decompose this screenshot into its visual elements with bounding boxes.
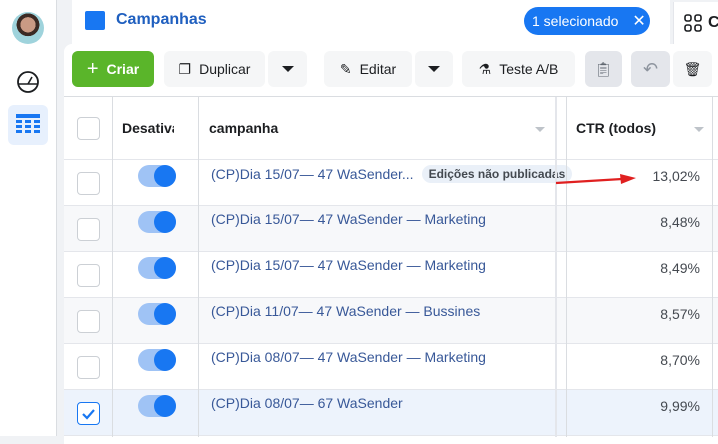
row-checkbox[interactable]	[77, 172, 100, 195]
check-icon	[82, 409, 95, 420]
table-row[interactable]: (CP)Dia 08/07— 47 WaSender — Marketing 8…	[64, 344, 718, 390]
table-row[interactable]: (CP)Dia 15/07— 47 WaSender — Marketing 8…	[64, 206, 718, 252]
table-row[interactable]: (CP)Dia 11/07— 47 WaSender — Bussines 8,…	[64, 298, 718, 344]
campaign-toggle[interactable]	[138, 395, 176, 417]
annotation-arrow	[555, 174, 636, 185]
table-row[interactable]: (CP)Dia 15/07— 47 WaSender — Marketing 8…	[64, 252, 718, 298]
campaigns-table: Desativa campanha CTR (todos) (CP)Dia 15…	[64, 96, 718, 437]
page-title: Campanhas	[116, 11, 207, 28]
campaign-cell: (CP)Dia 08/07— 67 WaSender	[211, 395, 403, 411]
table-row[interactable]: (CP)Dia 15/07— 47 WaSender... Edições não…	[64, 160, 718, 206]
column-header-toggle[interactable]: Desativa	[122, 120, 174, 136]
campaign-name-link[interactable]: (CP)Dia 15/07— 47 WaSender — Marketing	[211, 211, 486, 227]
grid-icon	[684, 14, 702, 32]
campaign-name-link[interactable]: (CP)Dia 15/07— 47 WaSender — Marketing	[211, 257, 486, 273]
selection-pill[interactable]: 1 selecionado ✕	[524, 7, 650, 35]
undo-icon: ↶	[642, 58, 659, 79]
tab-next[interactable]: C	[673, 2, 718, 44]
ctr-value: 13,02%	[652, 168, 700, 184]
close-icon[interactable]: ✕	[632, 13, 646, 30]
campaign-name-link[interactable]: (CP)Dia 15/07— 47 WaSender...	[211, 166, 414, 182]
ab-test-label: Teste A/B	[499, 61, 559, 77]
campaign-toggle[interactable]	[138, 257, 176, 279]
table-header: Desativa campanha CTR (todos)	[64, 97, 718, 160]
duplicate-button[interactable]: ❐ Duplicar	[164, 51, 265, 87]
row-checkbox[interactable]	[77, 310, 100, 333]
campaign-toggle[interactable]	[138, 303, 176, 325]
unpublished-edits-badge: Edições não publicadas	[421, 165, 573, 183]
sidebar	[0, 0, 57, 436]
ctr-value: 8,49%	[660, 260, 700, 276]
campaign-cell: (CP)Dia 11/07— 47 WaSender — Bussines	[211, 303, 480, 319]
avatar[interactable]	[12, 12, 44, 44]
row-checkbox[interactable]	[77, 264, 100, 287]
caret-down-icon	[281, 66, 294, 72]
campaign-name-link[interactable]: (CP)Dia 11/07— 47 WaSender — Bussines	[211, 303, 481, 319]
trash-icon: 🗑︎	[683, 60, 702, 77]
edit-label: Editar	[359, 61, 397, 77]
edit-dropdown-button[interactable]	[415, 51, 453, 87]
selection-label: 1 selecionado	[532, 13, 619, 29]
row-checkbox[interactable]	[77, 356, 100, 379]
row-checkbox[interactable]	[77, 402, 100, 425]
duplicate-icon: ❐	[178, 60, 192, 77]
campaign-toggle[interactable]	[138, 349, 176, 371]
dashboard-gauge-icon[interactable]	[8, 62, 48, 102]
ctr-value: 8,57%	[660, 306, 700, 322]
table-row[interactable]: (CP)Dia 08/07— 67 WaSender 9,99%	[64, 390, 718, 436]
edit-button[interactable]: ✎ Editar	[324, 51, 412, 87]
campaign-name-link[interactable]: (CP)Dia 08/07— 47 WaSender — Marketing	[211, 349, 486, 365]
sort-caret-icon[interactable]	[694, 127, 704, 132]
folder-icon	[85, 11, 105, 30]
row-checkbox[interactable]	[77, 218, 100, 241]
undo-button[interactable]: ↶	[631, 51, 670, 87]
campaign-cell: (CP)Dia 15/07— 47 WaSender — Marketing	[211, 257, 486, 273]
caret-down-icon	[428, 66, 440, 72]
create-button[interactable]: + Criar	[72, 51, 154, 87]
ctr-value: 9,99%	[660, 398, 700, 414]
pencil-icon: ✎	[339, 60, 352, 77]
sort-caret-icon[interactable]	[535, 127, 545, 132]
duplicate-dropdown-button[interactable]	[268, 51, 307, 87]
clipboard-button[interactable]: 📋︎	[585, 51, 622, 87]
campaigns-table-icon[interactable]	[8, 105, 48, 145]
campaign-cell: (CP)Dia 15/07— 47 WaSender... Edições não…	[211, 165, 573, 183]
campaign-cell: (CP)Dia 15/07— 47 WaSender — Marketing	[211, 211, 486, 227]
select-all-checkbox[interactable]	[77, 117, 100, 140]
delete-button[interactable]: 🗑︎	[673, 51, 712, 87]
ctr-value: 8,48%	[660, 214, 700, 230]
tab-label: C	[708, 14, 718, 31]
campaign-toggle[interactable]	[138, 165, 176, 187]
campaign-name-link[interactable]: (CP)Dia 08/07— 67 WaSender	[211, 395, 403, 411]
plus-icon: +	[86, 57, 99, 80]
duplicate-label: Duplicar	[199, 61, 251, 77]
column-header-campaign[interactable]: campanha	[209, 120, 279, 136]
ab-test-button[interactable]: ⚗ Teste A/B	[462, 51, 575, 87]
ctr-value: 8,70%	[660, 352, 700, 368]
column-header-ctr[interactable]: CTR (todos)	[576, 120, 657, 136]
create-label: Criar	[106, 61, 140, 77]
campaign-cell: (CP)Dia 08/07— 47 WaSender — Marketing	[211, 349, 486, 365]
flask-icon: ⚗	[478, 60, 492, 77]
clipboard-icon: 📋︎	[594, 60, 613, 77]
campaign-toggle[interactable]	[138, 211, 176, 233]
